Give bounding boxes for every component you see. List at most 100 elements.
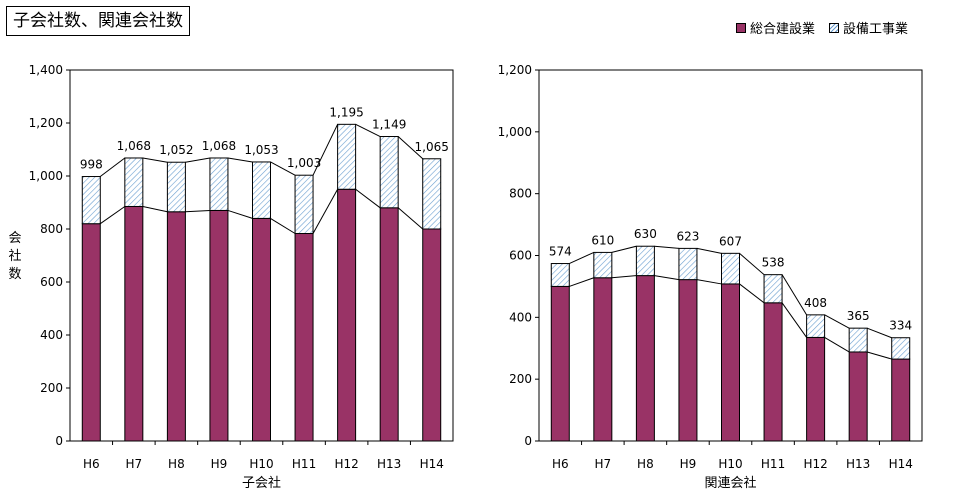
legend-label: 設備工事業 — [843, 22, 909, 37]
bar-general-construction — [337, 188, 357, 442]
connector-line-bottom — [397, 207, 424, 230]
connector-line-top — [866, 327, 892, 339]
total-data-label: 538 — [762, 256, 785, 270]
connector-line-top — [142, 157, 168, 163]
bar-general-construction — [124, 205, 144, 442]
total-data-label: 365 — [847, 309, 870, 323]
bar-general-construction — [763, 302, 783, 442]
connector-line-top — [739, 252, 765, 276]
y-tick-label: 1,200 — [498, 63, 532, 77]
bar-general-construction — [252, 217, 271, 442]
connector-line-top — [654, 245, 679, 249]
x-tick-label: H10 — [249, 457, 273, 471]
bar-equipment-work — [166, 161, 186, 213]
x-tick-label: H6 — [83, 457, 100, 471]
bar-equipment-work — [422, 158, 442, 230]
bar-equipment-work — [294, 174, 314, 235]
x-tick-label: H12 — [803, 457, 827, 471]
bar-general-construction — [891, 358, 911, 442]
x-tick-label: H9 — [211, 457, 228, 471]
bar-equipment-work — [721, 252, 740, 285]
total-data-label: 1,053 — [244, 143, 278, 157]
total-data-label: 630 — [634, 227, 657, 241]
y-tick-label: 800 — [40, 222, 63, 236]
connector-line-bottom — [824, 336, 850, 353]
x-tick-label: H11 — [761, 457, 785, 471]
bar-general-construction — [209, 209, 229, 442]
bar-general-construction — [81, 223, 101, 442]
total-data-label: 408 — [804, 296, 827, 310]
connector-line-top — [569, 251, 595, 264]
connector-line-bottom — [355, 188, 381, 209]
x-tick-label: H10 — [718, 457, 742, 471]
x-tick-label: H7 — [125, 457, 142, 471]
y-tick-label: 600 — [40, 275, 63, 289]
y-tick-label: 0 — [524, 434, 532, 448]
connector-line-top — [99, 157, 126, 177]
connector-line-bottom — [696, 279, 722, 285]
bar-equipment-work — [848, 327, 868, 353]
bar-equipment-work — [593, 251, 613, 279]
connector-line-top — [185, 157, 211, 163]
y-tick-label: 1,400 — [29, 63, 63, 77]
legend-swatch-hatched — [829, 22, 840, 33]
connector-line-bottom — [270, 217, 296, 234]
x-tick-label: H8 — [168, 457, 185, 471]
connector-line-top — [270, 161, 296, 176]
bar-general-construction — [166, 211, 186, 442]
connector-line-bottom — [312, 189, 339, 234]
total-data-label: 334 — [889, 319, 912, 333]
connector-line-top — [397, 136, 424, 160]
subsidiaries-chart: 0 200 400 600 800 1,000 1,200 1,400 会社数 H6 H7 H8 H9 H… — [8, 63, 454, 491]
bar-general-construction — [593, 277, 613, 442]
total-data-label: 610 — [591, 233, 614, 247]
y-tick-label: 600 — [509, 249, 532, 263]
total-data-label: 998 — [80, 158, 103, 172]
connector-line-bottom — [569, 277, 594, 287]
legend-swatch-solid — [736, 22, 746, 33]
connector-line-top — [781, 274, 808, 316]
legend-item-general-construction: 総合建設業 — [736, 18, 815, 37]
connector-line-bottom — [739, 283, 765, 304]
bar-equipment-work — [678, 247, 698, 281]
connector-line-top — [227, 157, 253, 163]
y-tick-label: 400 — [40, 328, 63, 342]
y-axis-label-char: 数 — [8, 267, 21, 282]
bar-general-construction — [848, 351, 868, 442]
total-data-label: 623 — [676, 229, 699, 243]
y-tick-label: 800 — [509, 187, 532, 201]
total-data-label: 1,068 — [117, 139, 151, 153]
bar-general-construction — [678, 279, 698, 442]
connector-line-top — [611, 245, 637, 253]
connector-line-bottom — [142, 205, 168, 213]
connector-line-bottom — [654, 275, 680, 281]
y-tick-label: 200 — [509, 372, 532, 386]
x-tick-label: H7 — [594, 457, 611, 471]
bar-equipment-work — [124, 157, 144, 207]
total-data-label: 1,003 — [287, 156, 321, 170]
total-data-label: 574 — [549, 245, 572, 259]
legend: 総合建設業 設備工事業 — [736, 18, 908, 37]
y-tick-label: 1,000 — [29, 169, 63, 183]
legend-item-equipment-work: 設備工事業 — [829, 18, 908, 37]
x-tick-label: H11 — [292, 457, 316, 471]
total-data-label: 607 — [719, 234, 742, 248]
x-tick-label: H13 — [846, 457, 870, 471]
affiliates-chart: 0 200 400 600 800 1,000 1,200 H6 H7 H8 H9 H10 H11 H12… — [498, 63, 923, 491]
x-tick-label: H14 — [420, 457, 444, 471]
bar-general-construction — [635, 275, 655, 442]
total-data-label: 1,195 — [329, 105, 363, 119]
bar-equipment-work — [252, 161, 271, 219]
connector-line-top — [696, 247, 722, 254]
x-tick-label: H12 — [334, 457, 358, 471]
bar-general-construction — [379, 207, 399, 442]
connector-line-bottom — [185, 209, 210, 213]
connector-line-bottom — [611, 275, 637, 279]
total-data-label: 1,149 — [372, 118, 406, 132]
x-axis-label: 子会社 — [242, 475, 281, 491]
total-data-label: 1,068 — [202, 139, 236, 153]
legend-label: 総合建設業 — [750, 22, 816, 37]
connector-line-bottom — [227, 209, 253, 219]
bar-general-construction — [550, 285, 570, 442]
